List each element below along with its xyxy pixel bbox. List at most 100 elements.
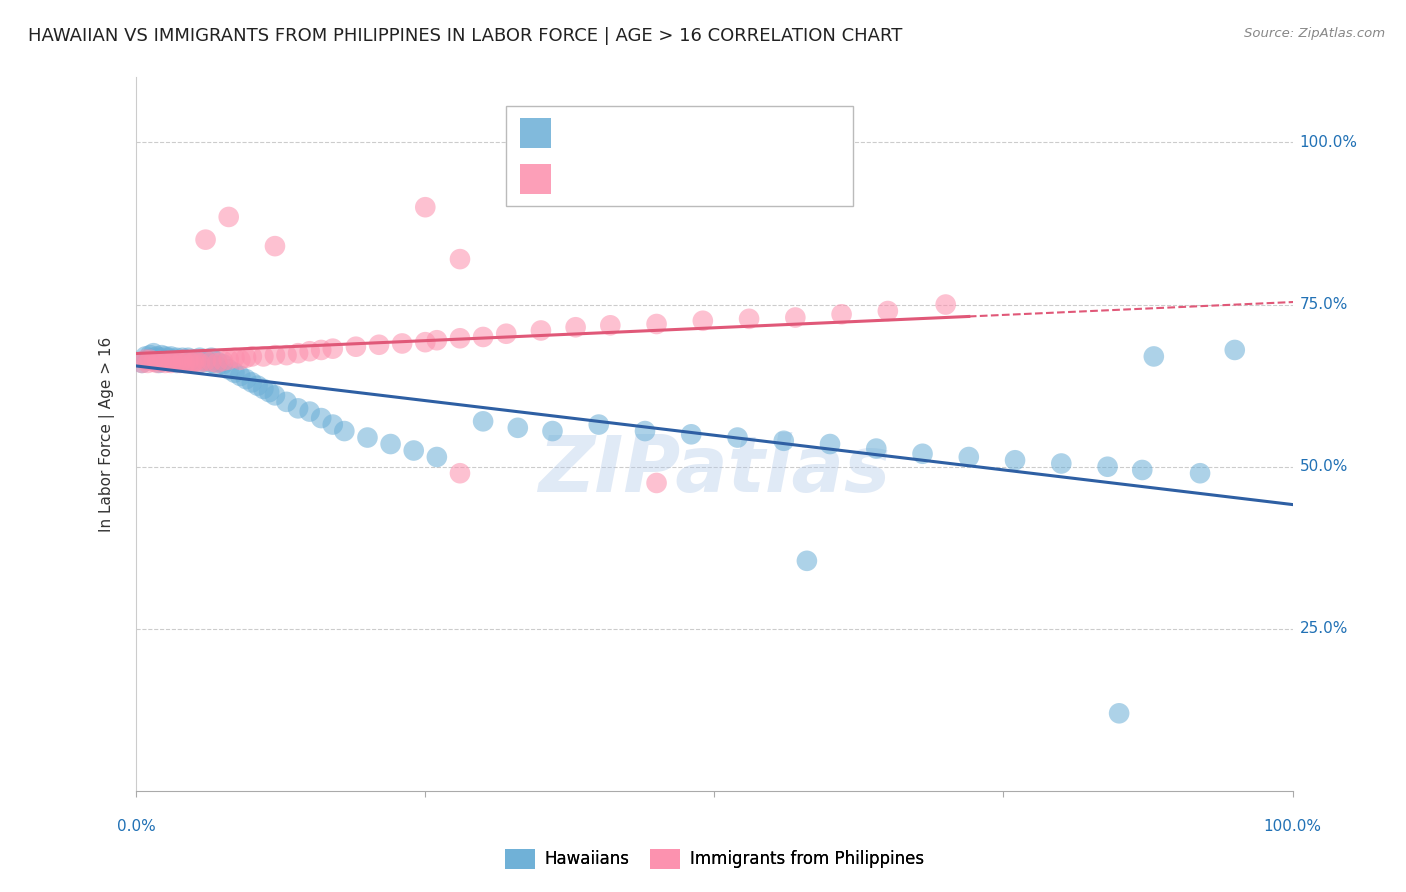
Text: 100.0%: 100.0% xyxy=(1299,135,1358,150)
Point xyxy=(162,352,184,367)
Point xyxy=(426,450,449,464)
Point xyxy=(599,318,621,333)
Point xyxy=(146,350,169,364)
Point xyxy=(173,352,195,367)
Point xyxy=(865,442,887,456)
Point xyxy=(472,414,495,428)
Point xyxy=(169,352,191,367)
Point xyxy=(287,346,309,360)
Point xyxy=(309,411,332,425)
Point xyxy=(264,239,287,253)
Text: 75.0%: 75.0% xyxy=(1299,297,1348,312)
Point xyxy=(166,356,188,370)
Point xyxy=(172,352,194,367)
Point xyxy=(413,200,436,214)
Point xyxy=(131,356,153,370)
Point xyxy=(391,336,413,351)
Point xyxy=(413,335,436,350)
Point xyxy=(322,342,344,356)
Point xyxy=(772,434,794,448)
Point xyxy=(205,356,228,370)
Point xyxy=(472,330,495,344)
Point xyxy=(188,356,211,370)
Point xyxy=(188,351,211,365)
Point xyxy=(142,351,165,365)
Point xyxy=(957,450,980,464)
Point xyxy=(1223,343,1246,357)
Point xyxy=(194,352,217,367)
Point xyxy=(169,356,191,370)
Point xyxy=(172,351,194,365)
Point xyxy=(150,348,173,362)
Point xyxy=(183,354,205,368)
Point xyxy=(229,352,252,367)
Point xyxy=(157,351,180,365)
Point xyxy=(136,352,159,367)
Point xyxy=(148,356,170,370)
Point xyxy=(180,354,202,368)
Point xyxy=(142,354,165,368)
Point xyxy=(148,354,170,368)
Point xyxy=(1143,350,1166,364)
Point xyxy=(252,350,274,364)
Point xyxy=(287,401,309,416)
Point xyxy=(153,350,176,364)
Point xyxy=(1004,453,1026,467)
Text: 50.0%: 50.0% xyxy=(1299,459,1348,475)
Point xyxy=(148,351,170,365)
Point xyxy=(218,210,240,224)
Point xyxy=(240,350,263,364)
Point xyxy=(449,467,471,481)
Point xyxy=(634,424,657,438)
Point xyxy=(322,417,344,432)
Point xyxy=(692,314,714,328)
Text: R = -0.548   N = 75: R = -0.548 N = 75 xyxy=(568,123,740,142)
Point xyxy=(264,348,287,362)
Point xyxy=(142,346,165,360)
Point xyxy=(166,354,188,368)
Point xyxy=(160,356,183,370)
Point xyxy=(530,324,553,338)
FancyBboxPatch shape xyxy=(520,164,551,194)
Point xyxy=(188,356,211,370)
Point xyxy=(235,351,257,365)
Point xyxy=(131,356,153,370)
Point xyxy=(257,385,280,400)
Y-axis label: In Labor Force | Age > 16: In Labor Force | Age > 16 xyxy=(100,336,115,532)
Point xyxy=(177,351,200,365)
Point xyxy=(153,356,176,370)
Legend: Hawaiians, Immigrants from Philippines: Hawaiians, Immigrants from Philippines xyxy=(498,842,931,876)
Point xyxy=(344,340,367,354)
Point xyxy=(194,354,217,368)
Point xyxy=(727,431,749,445)
Point xyxy=(157,354,180,368)
Point xyxy=(153,352,176,367)
Point xyxy=(134,350,156,364)
Text: ZIPatlas: ZIPatlas xyxy=(538,432,890,508)
Point xyxy=(150,354,173,368)
Point xyxy=(796,554,818,568)
Point xyxy=(495,326,517,341)
Point xyxy=(935,297,957,311)
Point xyxy=(368,338,391,352)
Point xyxy=(224,351,246,365)
Text: 100.0%: 100.0% xyxy=(1264,820,1322,834)
Point xyxy=(252,382,274,396)
Point xyxy=(645,317,668,331)
Point xyxy=(200,356,222,370)
FancyBboxPatch shape xyxy=(506,106,853,206)
Point xyxy=(146,356,169,370)
Point xyxy=(200,354,222,368)
Point xyxy=(356,431,378,445)
Point xyxy=(506,421,529,435)
Point xyxy=(212,357,235,371)
Point xyxy=(180,356,202,370)
Point xyxy=(212,354,235,368)
Point xyxy=(1130,463,1153,477)
Point xyxy=(139,348,162,362)
Point xyxy=(564,320,586,334)
Point xyxy=(264,388,287,402)
Point xyxy=(449,252,471,266)
Point xyxy=(160,350,183,364)
Point xyxy=(402,443,425,458)
